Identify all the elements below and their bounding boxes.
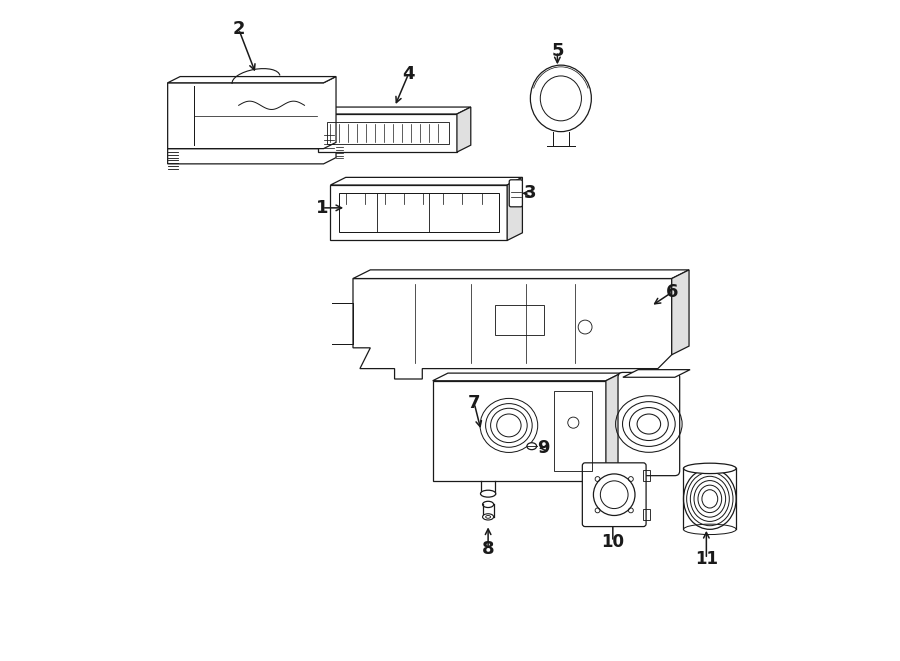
- Text: 10: 10: [601, 533, 625, 551]
- Ellipse shape: [530, 65, 591, 132]
- Text: 4: 4: [402, 65, 415, 83]
- Polygon shape: [508, 177, 522, 241]
- Polygon shape: [330, 177, 522, 185]
- Text: 8: 8: [482, 540, 494, 558]
- Polygon shape: [167, 77, 336, 83]
- Text: 9: 9: [537, 440, 550, 457]
- Ellipse shape: [683, 463, 736, 473]
- Polygon shape: [167, 77, 336, 149]
- Polygon shape: [623, 369, 690, 377]
- Ellipse shape: [481, 490, 496, 497]
- Text: 2: 2: [232, 20, 245, 38]
- Ellipse shape: [526, 443, 536, 449]
- Text: 6: 6: [665, 284, 678, 301]
- FancyBboxPatch shape: [618, 372, 680, 476]
- Bar: [327, 122, 448, 144]
- Polygon shape: [457, 107, 471, 152]
- Bar: [644, 508, 650, 520]
- FancyBboxPatch shape: [582, 463, 646, 527]
- Circle shape: [593, 474, 635, 516]
- Ellipse shape: [683, 469, 736, 529]
- Polygon shape: [353, 270, 689, 278]
- Bar: [495, 305, 544, 335]
- Bar: [338, 193, 499, 232]
- Polygon shape: [319, 107, 471, 114]
- FancyBboxPatch shape: [509, 180, 522, 207]
- Ellipse shape: [482, 514, 494, 520]
- Polygon shape: [433, 373, 621, 381]
- Ellipse shape: [540, 76, 581, 121]
- Polygon shape: [353, 278, 671, 379]
- Bar: [433, 381, 606, 481]
- Polygon shape: [671, 270, 689, 355]
- Text: 5: 5: [551, 42, 563, 60]
- Bar: [644, 470, 650, 481]
- Bar: [319, 114, 457, 152]
- Ellipse shape: [482, 501, 494, 508]
- Text: 1: 1: [316, 199, 328, 217]
- Polygon shape: [167, 142, 336, 164]
- Bar: [554, 391, 592, 471]
- Text: 7: 7: [468, 394, 481, 412]
- Bar: [330, 185, 508, 241]
- Text: 11: 11: [695, 550, 718, 568]
- Polygon shape: [606, 373, 621, 481]
- Text: 3: 3: [524, 184, 536, 202]
